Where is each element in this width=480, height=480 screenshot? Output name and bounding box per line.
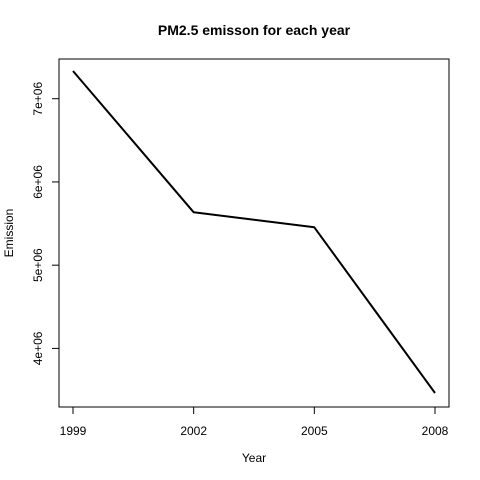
x-tick-label: 1999 [60, 424, 87, 438]
x-tick-label: 2002 [180, 424, 207, 438]
x-tick-label: 2005 [301, 424, 328, 438]
x-tick-label: 2008 [422, 424, 449, 438]
y-axis-label: Emission [2, 209, 16, 258]
y-tick-label: 4e+06 [31, 331, 45, 365]
x-axis-label: Year [242, 451, 266, 465]
series-line [72, 70, 436, 394]
y-tick-label: 5e+06 [31, 248, 45, 282]
x-axis: 1999 2002 2005 2008 [60, 406, 449, 438]
y-tick-label: 7e+06 [31, 82, 45, 116]
y-tick-label: 6e+06 [31, 165, 45, 199]
chart-title: PM2.5 emisson for each year [158, 22, 351, 38]
y-axis: 4e+06 5e+06 6e+06 7e+06 [31, 82, 60, 365]
